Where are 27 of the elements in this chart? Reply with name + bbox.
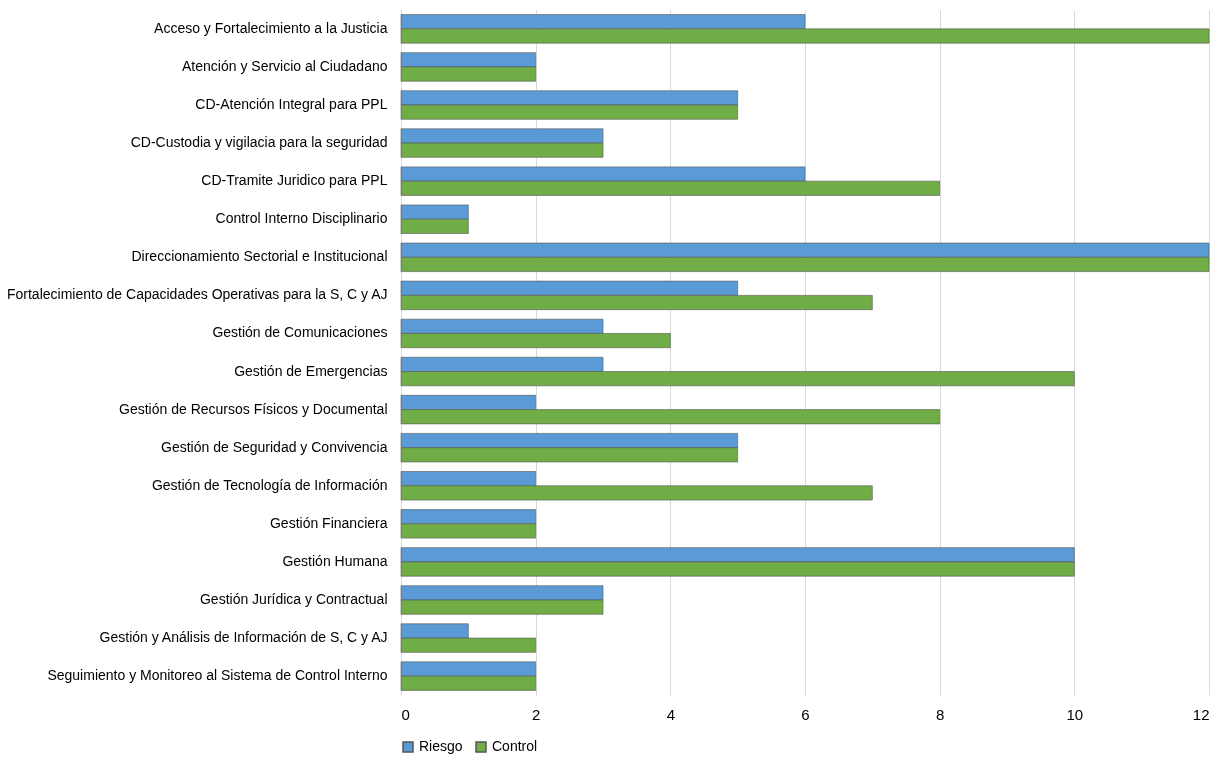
x-tick-label: 8 xyxy=(935,705,945,723)
y-tick-label: Gestión Jurídica y Contractual xyxy=(199,591,388,607)
y-tick-label: Fortalecimiento de Capacidades Operativas para la S, C y AJ xyxy=(6,286,388,303)
y-tick-label: Gestión Humana xyxy=(282,552,388,569)
legend-label: Riesgo xyxy=(419,738,463,754)
y-tick-label: Gestión de Comunicaciones xyxy=(212,324,388,341)
y-tick-label: Gestión de Tecnología de Información xyxy=(151,476,388,493)
y-tick-label: Atención y Servicio al Ciudadano xyxy=(182,57,388,74)
y-tick-label: Gestión y Análisis de Información de S, C y AJ xyxy=(99,629,388,646)
x-tick-label: 6 xyxy=(801,705,810,723)
y-tick-label: Gestión Financiera xyxy=(269,514,388,531)
y-tick-label: Control Interno Disciplinario xyxy=(215,210,388,227)
y-tick-label: Seguimiento y Monitoreo al Sistema de Control Interno xyxy=(47,667,388,684)
legend-label: Control xyxy=(492,738,538,754)
x-tick-label: 2 xyxy=(531,705,541,723)
y-tick-label: Gestión de Recursos Físicos y Documental xyxy=(119,400,388,417)
x-tick-label: 0 xyxy=(401,705,410,723)
y-tick-label: Gestión de Seguridad y Convivencia xyxy=(161,438,388,455)
y-tick-label: Direccionamiento Sectorial e Institucional xyxy=(131,248,388,265)
y-tick-label: CD-Custodia y vigilacia para la seguridad xyxy=(130,134,388,151)
y-tick-label: CD-Atención Integral para PPL xyxy=(195,96,388,112)
y-tick-label: Gestión de Emergencias xyxy=(234,362,388,379)
y-tick-label: CD-Tramite Juridico para PPL xyxy=(201,172,388,189)
x-tick-label: 12 xyxy=(1192,705,1210,723)
y-tick-label: Acceso y Fortalecimiento a la Justicia xyxy=(154,19,388,36)
x-tick-label: 10 xyxy=(1066,705,1084,723)
x-tick-label: 4 xyxy=(666,705,676,723)
